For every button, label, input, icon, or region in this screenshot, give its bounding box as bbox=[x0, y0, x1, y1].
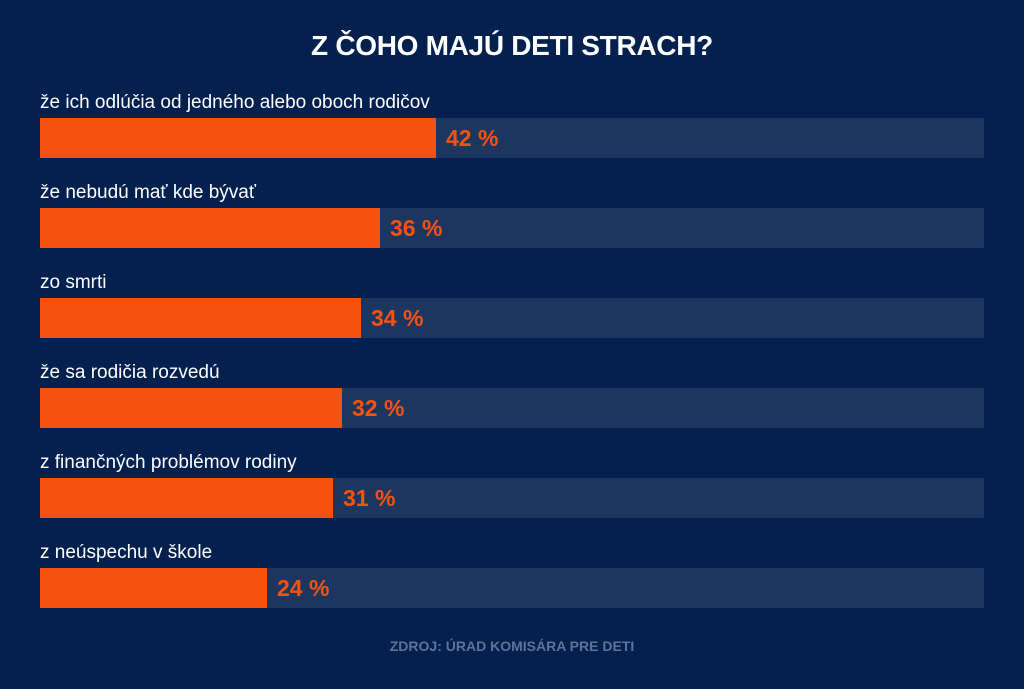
value-label: 24 % bbox=[277, 575, 330, 601]
value-label: 42 % bbox=[446, 125, 499, 151]
bar bbox=[40, 478, 333, 518]
value-label: 34 % bbox=[371, 305, 424, 331]
bar-row: že sa rodičia rozvedú 32 % bbox=[40, 358, 984, 448]
bar bbox=[40, 568, 267, 608]
bar bbox=[40, 298, 361, 338]
value-label: 36 % bbox=[390, 215, 443, 241]
bar-row: z neúspechu v škole 24 % bbox=[40, 538, 984, 628]
bar-track: 31 % bbox=[40, 478, 984, 518]
bar-track: 34 % bbox=[40, 298, 984, 338]
bar-track: 24 % bbox=[40, 568, 984, 608]
bar bbox=[40, 208, 380, 248]
category-label: zo smrti bbox=[40, 272, 107, 293]
chart-title: Z ČOHO MAJÚ DETI STRACH? bbox=[311, 30, 713, 61]
bar bbox=[40, 388, 342, 428]
category-label: že nebudú mať kde bývať bbox=[40, 182, 256, 203]
value-label: 32 % bbox=[352, 395, 405, 421]
bar bbox=[40, 118, 436, 158]
bar-row: že nebudú mať kde bývať 36 % bbox=[40, 178, 984, 268]
category-label: že sa rodičia rozvedú bbox=[40, 362, 220, 383]
bar-row: zo smrti 34 % bbox=[40, 268, 984, 358]
source-note: ZDROJ: ÚRAD KOMISÁRA PRE DETI bbox=[389, 638, 635, 654]
bar-row: z finančných problémov rodiny 31 % bbox=[40, 448, 984, 538]
category-label: že ich odlúčia od jedného alebo oboch ro… bbox=[40, 92, 430, 113]
bar-track: 36 % bbox=[40, 208, 984, 248]
category-label: z neúspechu v škole bbox=[40, 542, 213, 563]
value-label: 31 % bbox=[343, 485, 396, 511]
bar-track: 42 % bbox=[40, 118, 984, 158]
category-label: z finančných problémov rodiny bbox=[40, 452, 297, 473]
bar-row: že ich odlúčia od jedného alebo oboch ro… bbox=[40, 88, 984, 178]
bar-track: 32 % bbox=[40, 388, 984, 428]
